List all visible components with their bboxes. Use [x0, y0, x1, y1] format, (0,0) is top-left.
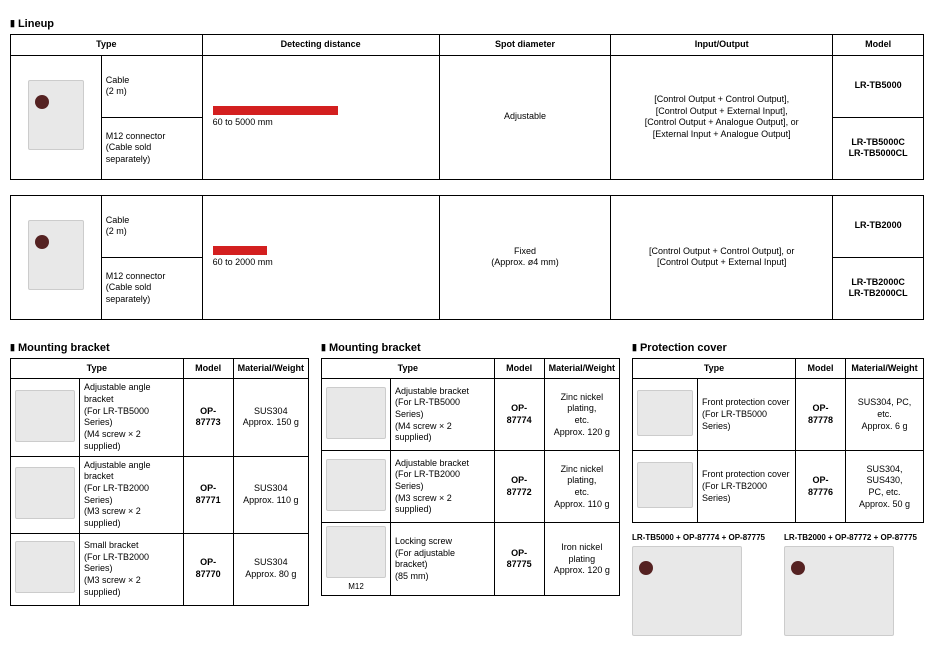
cell-spot: Adjustable — [439, 55, 611, 179]
cell-type: Cable (2 m) — [101, 195, 202, 257]
cell-model: LR-TB5000 — [833, 55, 924, 117]
mount2-body: Adjustable bracket (For LR-TB5000 Series… — [322, 379, 620, 596]
cell-material: SUS304 Approx. 80 g — [233, 533, 308, 605]
product-image — [637, 390, 693, 436]
combo-label: LR-TB5000 + OP-87774 + OP-87775 — [632, 533, 772, 542]
cell-type: Locking screw (For adjustable bracket) (… — [391, 523, 495, 596]
th: Material/Weight — [846, 358, 924, 379]
product-image — [28, 220, 84, 290]
th: Material/Weight — [233, 358, 308, 379]
th: Model — [796, 358, 846, 379]
cell-model: LR-TB5000C LR-TB5000CL — [833, 117, 924, 179]
product-image — [15, 541, 75, 593]
mount1-body: Adjustable angle bracket (For LR-TB5000 … — [11, 379, 309, 605]
cell-material: SUS304, SUS430, PC, etc. Approx. 50 g — [846, 451, 924, 523]
distance-bar: 60 to 5000 mm — [207, 106, 435, 129]
cell-type: Adjustable bracket (For LR-TB5000 Series… — [391, 379, 495, 451]
cell-model: OP-87772 — [494, 451, 544, 523]
table-row: Adjustable bracket (For LR-TB2000 Series… — [322, 451, 620, 523]
product-image — [28, 80, 84, 150]
distance-bar: 60 to 2000 mm — [207, 246, 435, 269]
table-row: Front protection cover (For LR-TB2000 Se… — [633, 451, 924, 523]
cell-material: SUS304, PC, etc. Approx. 6 g — [846, 379, 924, 451]
table-row: Adjustable angle bracket (For LR-TB2000 … — [11, 456, 309, 533]
product-image — [637, 462, 693, 508]
cell-type: Adjustable angle bracket (For LR-TB2000 … — [80, 456, 184, 533]
cell-material: Zinc nickel plating, etc. Approx. 110 g — [544, 451, 619, 523]
protection-table: Type Model Material/Weight Front protect… — [632, 358, 924, 524]
th: Type — [322, 358, 495, 379]
cell-type: M12 connector (Cable sold separately) — [101, 257, 202, 319]
th-spot: Spot diameter — [439, 35, 611, 56]
th-io: Input/Output — [611, 35, 833, 56]
th: Type — [11, 358, 184, 379]
mount2-title: Mounting bracket — [321, 342, 620, 354]
combo-image — [632, 546, 742, 636]
cell-material: SUS304 Approx. 150 g — [233, 379, 308, 456]
mount1-title: Mounting bracket — [10, 342, 309, 354]
product-image — [326, 387, 386, 439]
cell-spot: Fixed (Approx. ø4 mm) — [439, 195, 611, 319]
cell-model: OP-87773 — [183, 379, 233, 456]
th: Material/Weight — [544, 358, 619, 379]
table-row: Front protection cover (For LR-TB5000 Se… — [633, 379, 924, 451]
product-image — [326, 526, 386, 578]
table-row: M12 Locking screw (For adjustable bracket… — [322, 523, 620, 596]
th-model: Model — [833, 35, 924, 56]
cell-model: OP-87778 — [796, 379, 846, 451]
th-type: Type — [11, 35, 203, 56]
cell-type: Adjustable bracket (For LR-TB2000 Series… — [391, 451, 495, 523]
bar-fill — [213, 106, 338, 115]
mount2-table: Type Model Material/Weight Adjustable br… — [321, 358, 620, 597]
bar-label: 60 to 2000 mm — [213, 257, 429, 269]
cell-type: M12 connector (Cable sold separately) — [101, 117, 202, 179]
combo-label: LR-TB2000 + OP-87772 + OP-87775 — [784, 533, 924, 542]
cell-type: Adjustable angle bracket (For LR-TB5000 … — [80, 379, 184, 456]
table-row: Adjustable angle bracket (For LR-TB5000 … — [11, 379, 309, 456]
protection-title: Protection cover — [632, 342, 924, 354]
product-image — [15, 390, 75, 442]
lineup-table: Type Detecting distance Spot diameter In… — [10, 34, 924, 320]
product-image — [15, 467, 75, 519]
cell-model: OP-87770 — [183, 533, 233, 605]
cell-material: Zinc nickel plating, etc. Approx. 120 g — [544, 379, 619, 451]
cell-material: SUS304 Approx. 110 g — [233, 456, 308, 533]
th-distance: Detecting distance — [202, 35, 439, 56]
cell-io: [Control Output + Control Output], or [C… — [611, 195, 833, 319]
cell-material: Iron nickel plating Approx. 120 g — [544, 523, 619, 596]
th: Model — [494, 358, 544, 379]
cell-io: [Control Output + Control Output], [Cont… — [611, 55, 833, 179]
cell-type: Small bracket (For LR-TB2000 Series) (M3… — [80, 533, 184, 605]
th: Type — [633, 358, 796, 379]
cell-model: LR-TB2000 — [833, 195, 924, 257]
note: M12 — [326, 582, 386, 592]
combo-image — [784, 546, 894, 636]
product-image — [326, 459, 386, 511]
table-row: Adjustable bracket (For LR-TB5000 Series… — [322, 379, 620, 451]
mount1-table: Type Model Material/Weight Adjustable an… — [10, 358, 309, 606]
cell-type: Cable (2 m) — [101, 55, 202, 117]
cell-type: Front protection cover (For LR-TB2000 Se… — [698, 451, 796, 523]
lineup-title: Lineup — [10, 18, 924, 30]
cell-model: OP-87775 — [494, 523, 544, 596]
table-row: Small bracket (For LR-TB2000 Series) (M3… — [11, 533, 309, 605]
cell-model: LR-TB2000C LR-TB2000CL — [833, 257, 924, 319]
cell-type: Front protection cover (For LR-TB5000 Se… — [698, 379, 796, 451]
bar-fill — [213, 246, 267, 255]
cell-model: OP-87776 — [796, 451, 846, 523]
th: Model — [183, 358, 233, 379]
cell-model: OP-87771 — [183, 456, 233, 533]
protection-body: Front protection cover (For LR-TB5000 Se… — [633, 379, 924, 523]
cell-model: OP-87774 — [494, 379, 544, 451]
bar-label: 60 to 5000 mm — [213, 117, 429, 129]
